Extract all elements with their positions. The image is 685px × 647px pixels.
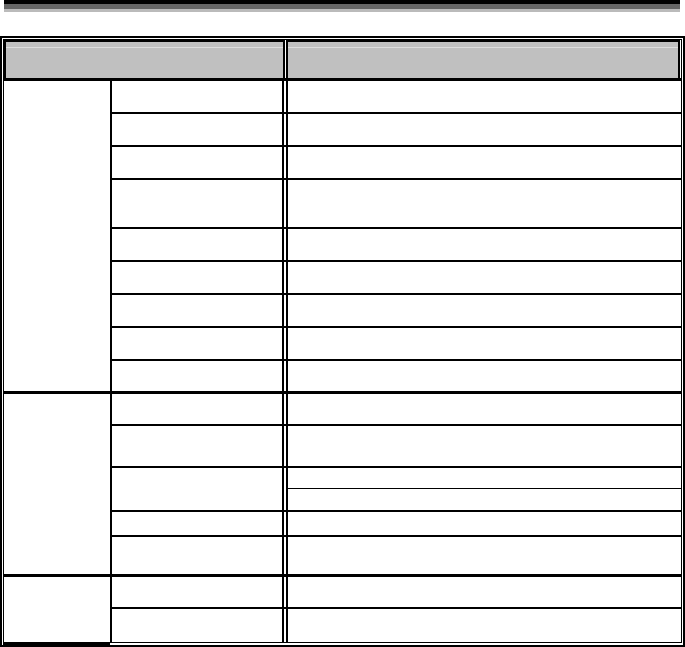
row-divider (111, 424, 681, 426)
row-divider (111, 359, 681, 361)
column-divider-2 (282, 80, 284, 643)
row-divider (111, 145, 681, 147)
row-divider (111, 178, 681, 180)
table-inner-border (3, 39, 682, 643)
header-rule-dark (4, 0, 680, 4)
row-divider (111, 293, 681, 295)
header-bottom-rule (4, 78, 681, 81)
row-divider (111, 227, 681, 229)
group-divider (4, 391, 681, 394)
row-divider (111, 326, 681, 328)
row-divider (111, 535, 681, 537)
column-divider-3 (286, 80, 288, 643)
group-divider (4, 574, 681, 577)
row-divider (111, 112, 681, 114)
table-bottom-foot (3, 643, 110, 645)
subrow-divider (287, 488, 681, 489)
header-rule-light (4, 9, 680, 12)
column-divider-1 (110, 80, 112, 643)
header-rule-mid (4, 4, 680, 9)
row-divider (111, 607, 681, 609)
row-divider (111, 466, 681, 468)
row-divider (111, 260, 681, 262)
row-divider (111, 510, 681, 512)
table-header-cell-2 (286, 40, 680, 80)
table-header-cell-1 (4, 40, 285, 80)
